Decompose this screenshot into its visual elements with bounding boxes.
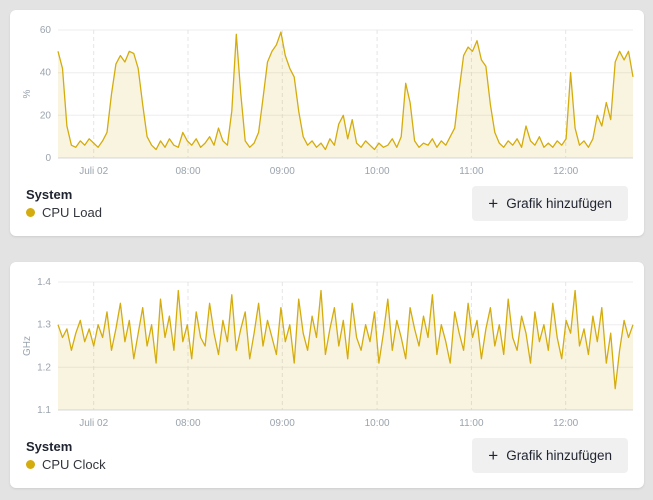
cpu-clock-legend: System CPU Clock [26,439,106,472]
cpu-load-footer: System CPU Load + Grafik hinzufügen [18,180,638,224]
legend-item-label: CPU Load [42,204,102,220]
legend-group-title: System [26,438,73,454]
series-color-dot [26,459,35,469]
legend-item-cpu-clock[interactable]: CPU Clock [26,457,106,472]
svg-text:09:00: 09:00 [270,418,295,429]
svg-text:1.3: 1.3 [37,320,51,331]
svg-text:09:00: 09:00 [270,166,295,177]
svg-text:0: 0 [45,153,51,164]
add-graph-button-label: Grafik hinzufügen [506,195,612,211]
cpu-load-legend: System CPU Load [26,187,102,220]
svg-text:60: 60 [40,25,52,36]
svg-text:Juli 02: Juli 02 [79,418,108,429]
cpu-clock-footer: System CPU Clock + Grafik hinzufügen [18,432,638,476]
cpu-clock-panel: 1.1 1.2 1.3 1.4 Juli 02 08:00 09:00 10:00 11:00 1… [10,262,644,488]
legend-item-cpu-load[interactable]: CPU Load [26,205,102,220]
svg-text:1.1: 1.1 [37,405,51,416]
svg-text:12:00: 12:00 [553,418,578,429]
add-graph-button[interactable]: + Grafik hinzufügen [472,437,628,473]
plus-icon: + [488,445,499,465]
svg-text:40: 40 [40,68,52,79]
cpu-load-panel: 0 20 40 60 Juli 02 08:00 09:00 10:00 11:00 12:00%… [10,10,644,236]
svg-text:11:00: 11:00 [459,166,484,177]
add-graph-button-label: Grafik hinzufügen [506,447,612,463]
svg-text:1.4: 1.4 [37,277,51,288]
legend-group-title: System [26,186,73,202]
svg-text:20: 20 [40,110,52,121]
add-graph-button[interactable]: + Grafik hinzufügen [472,185,628,221]
svg-text:11:00: 11:00 [459,418,484,429]
svg-text:08:00: 08:00 [175,166,200,177]
svg-text:Juli 02: Juli 02 [79,166,108,177]
legend-item-label: CPU Clock [42,456,106,472]
svg-text:%: % [22,89,33,98]
svg-text:12:00: 12:00 [553,166,578,177]
series-color-dot [26,207,35,217]
cpu-load-chart[interactable]: 0 20 40 60 Juli 02 08:00 09:00 10:00 11:00 12:00% [18,22,638,180]
svg-text:10:00: 10:00 [365,166,390,177]
svg-text:GHz: GHz [22,336,33,356]
svg-text:08:00: 08:00 [175,418,200,429]
svg-text:10:00: 10:00 [365,418,390,429]
svg-text:1.2: 1.2 [37,362,51,373]
plus-icon: + [488,193,499,213]
cpu-clock-chart[interactable]: 1.1 1.2 1.3 1.4 Juli 02 08:00 09:00 10:00 11:00 1… [18,274,638,432]
